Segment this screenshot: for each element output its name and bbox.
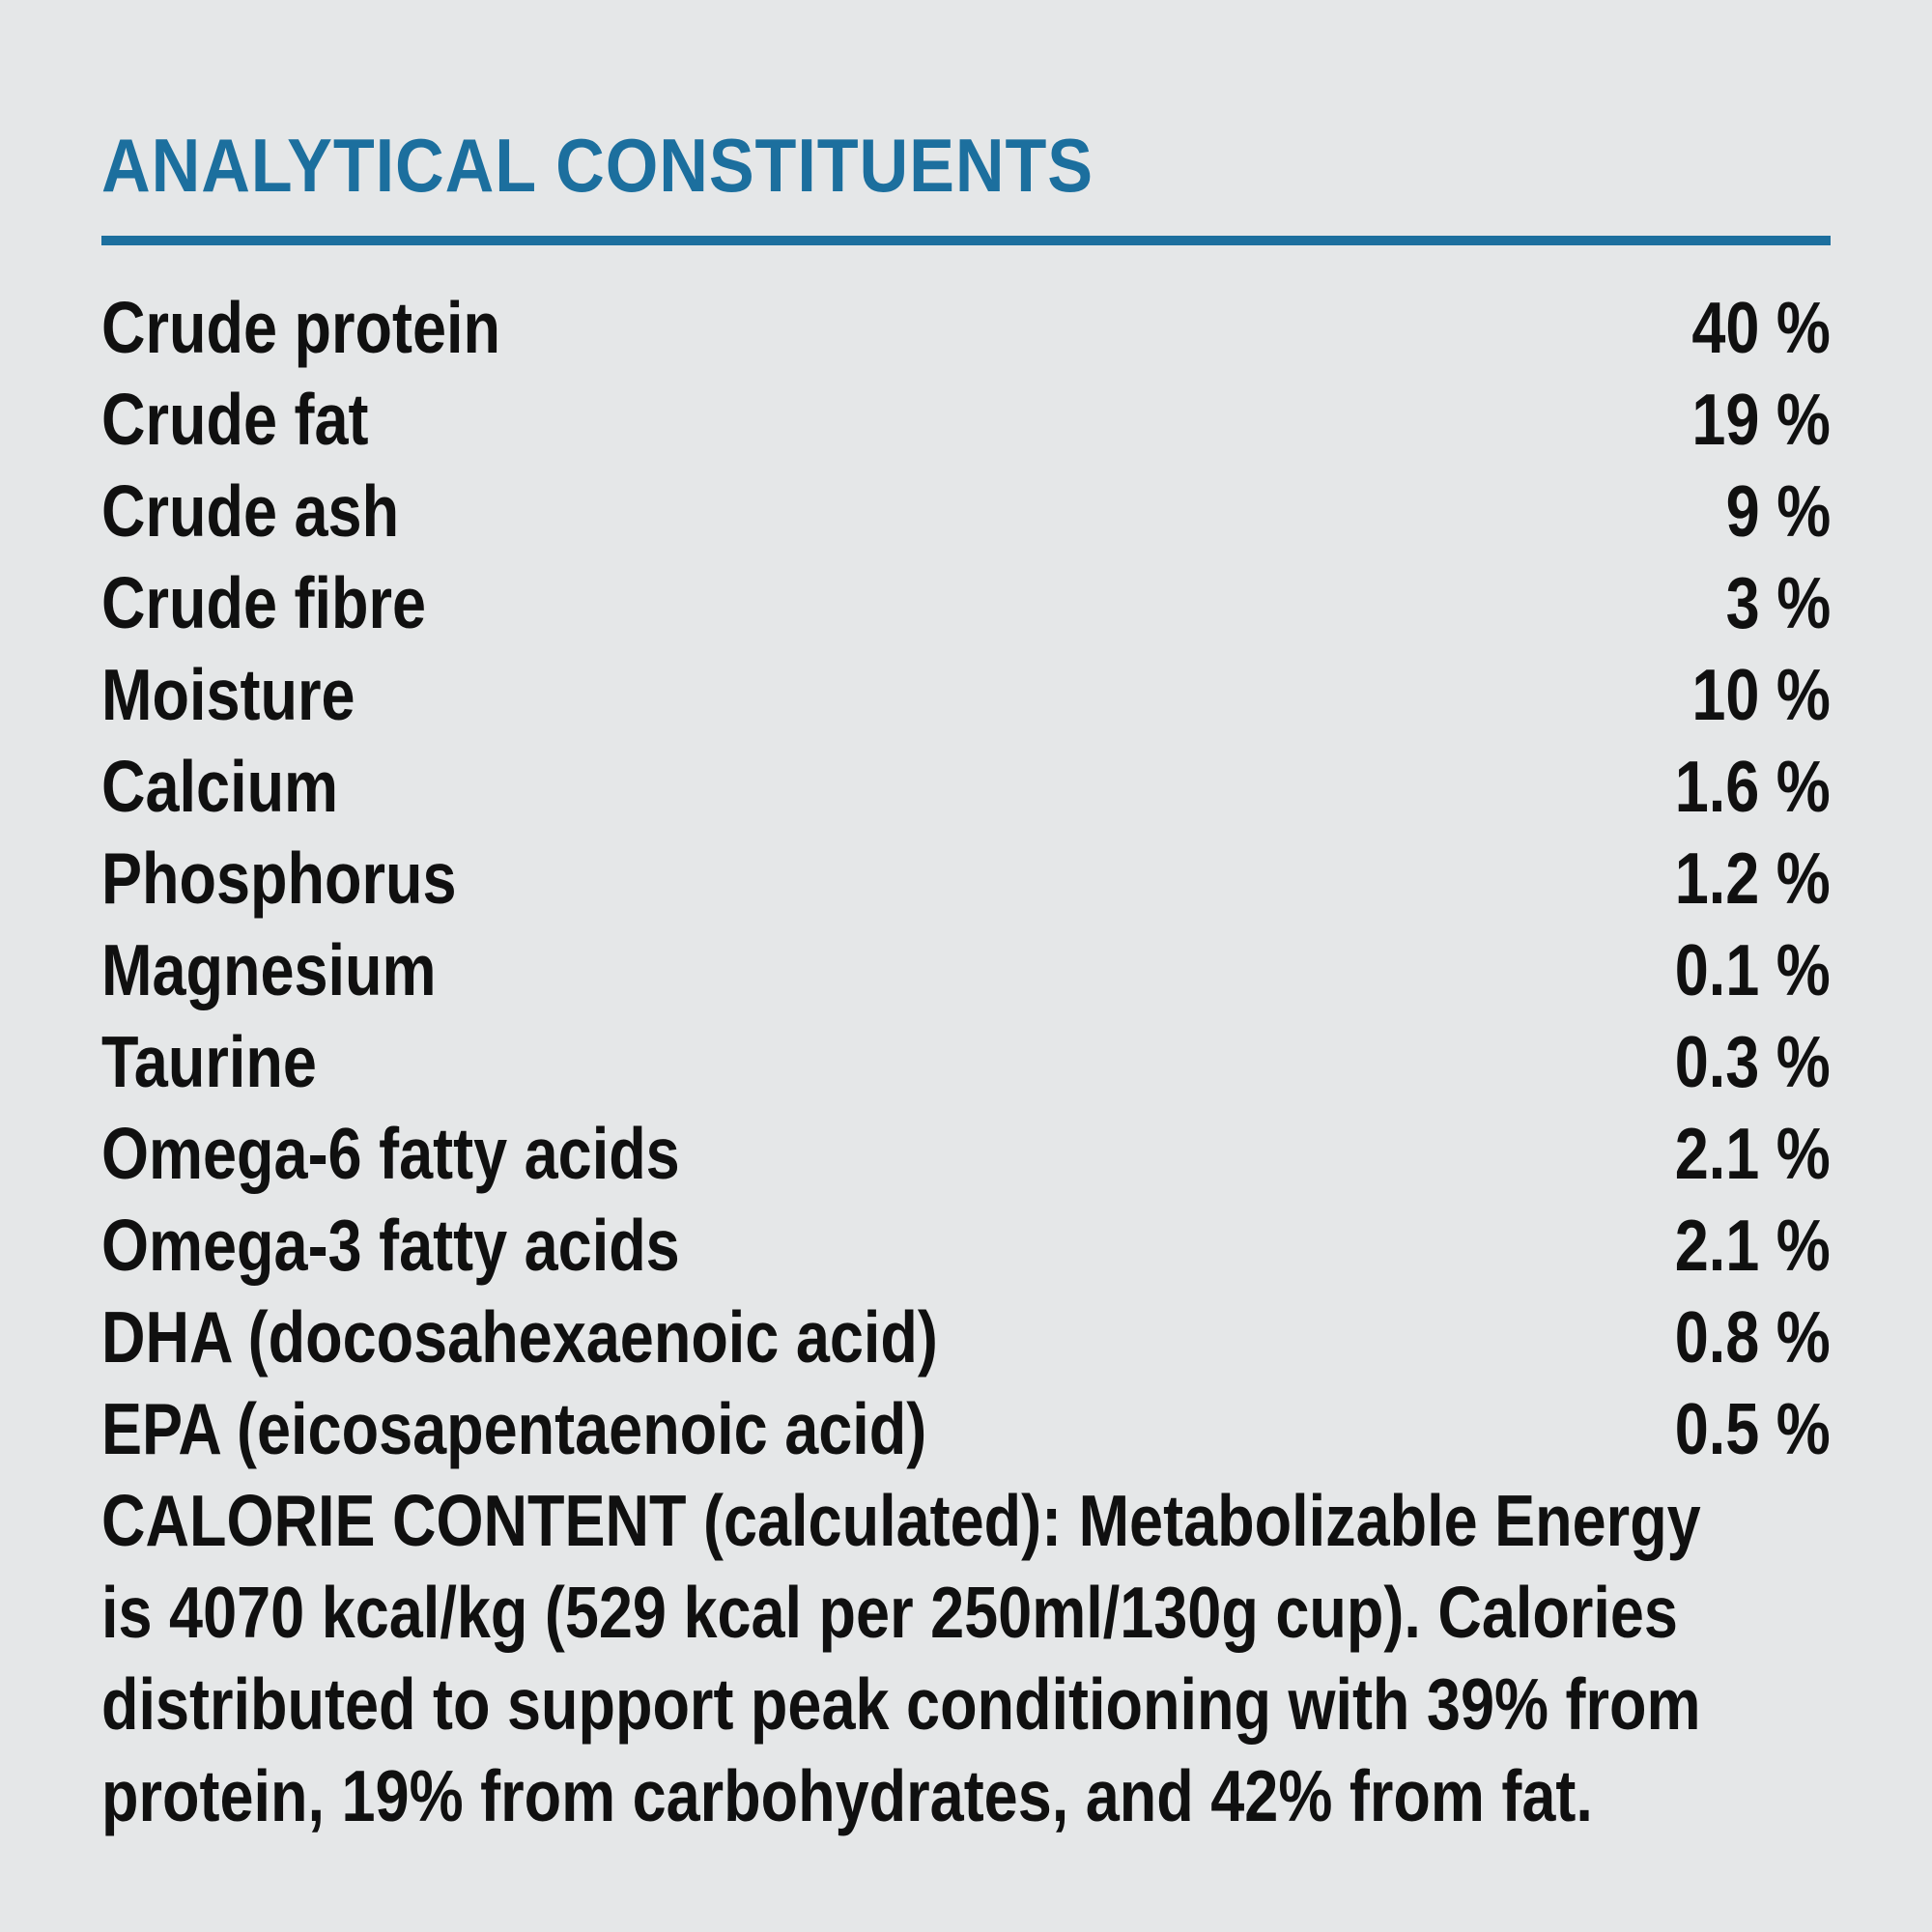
note-line: protein, 19% from carbohydrates, and 42%… <box>101 1755 1593 1836</box>
table-row: DHA (docosahexaenoic acid) 0.8 % <box>101 1292 1831 1383</box>
constituent-label: Taurine <box>101 1021 317 1102</box>
table-row: Crude fat 19 % <box>101 374 1831 466</box>
constituent-label: Crude fat <box>101 379 369 460</box>
constituent-label: DHA (docosahexaenoic acid) <box>101 1296 938 1378</box>
table-row: Taurine 0.3 % <box>101 1016 1831 1108</box>
section-title-text: ANALYTICAL CONSTITUENTS <box>101 123 1094 208</box>
constituent-value: 1.2 % <box>1674 838 1831 919</box>
constituent-label: Magnesium <box>101 929 437 1010</box>
constituent-label: Omega-3 fatty acids <box>101 1205 680 1286</box>
constituent-label: Phosphorus <box>101 838 457 919</box>
constituent-value: 0.5 % <box>1674 1388 1831 1469</box>
constituent-value: 0.8 % <box>1674 1296 1831 1378</box>
table-row: EPA (eicosapentaenoic acid) 0.5 % <box>101 1383 1831 1475</box>
constituent-value: 40 % <box>1691 287 1831 368</box>
constituent-value: 19 % <box>1691 379 1831 460</box>
note-line: is 4070 kcal/kg (529 kcal per 250ml/130g… <box>101 1572 1678 1653</box>
constituent-label: Crude fibre <box>101 562 427 643</box>
table-row: Phosphorus 1.2 % <box>101 833 1831 924</box>
table-row: Calcium 1.6 % <box>101 741 1831 833</box>
constituent-value: 2.1 % <box>1674 1113 1831 1194</box>
constituent-value: 2.1 % <box>1674 1205 1831 1286</box>
table-row: Omega-3 fatty acids 2.1 % <box>101 1200 1831 1292</box>
title-underline <box>101 236 1831 245</box>
table-row: Magnesium 0.1 % <box>101 924 1831 1016</box>
constituent-label: EPA (eicosapentaenoic acid) <box>101 1388 927 1469</box>
table-row: Crude protein 40 % <box>101 282 1831 374</box>
table-row: Moisture 10 % <box>101 649 1831 741</box>
constituent-value: 3 % <box>1725 562 1831 643</box>
constituent-label: Crude ash <box>101 470 400 552</box>
calorie-content-note: CALORIE CONTENT (calculated): Metaboliza… <box>101 1475 1831 1842</box>
constituent-value: 0.1 % <box>1674 929 1831 1010</box>
note-line: distributed to support peak conditioning… <box>101 1663 1701 1745</box>
table-row: Crude ash 9 % <box>101 466 1831 557</box>
constituent-value: 1.6 % <box>1674 746 1831 827</box>
table-row: Omega-6 fatty acids 2.1 % <box>101 1108 1831 1200</box>
constituent-value: 10 % <box>1691 654 1831 735</box>
constituent-label: Crude protein <box>101 287 501 368</box>
section-title: ANALYTICAL CONSTITUENTS <box>101 127 1831 204</box>
constituent-label: Omega-6 fatty acids <box>101 1113 680 1194</box>
note-line: CALORIE CONTENT (calculated): Metaboliza… <box>101 1480 1701 1561</box>
constituent-value: 0.3 % <box>1674 1021 1831 1102</box>
table-row: Crude fibre 3 % <box>101 557 1831 649</box>
constituent-label: Moisture <box>101 654 355 735</box>
constituents-table: Crude protein 40 % Crude fat 19 % Crude … <box>101 282 1831 1475</box>
constituent-value: 9 % <box>1725 470 1831 552</box>
constituent-label: Calcium <box>101 746 339 827</box>
